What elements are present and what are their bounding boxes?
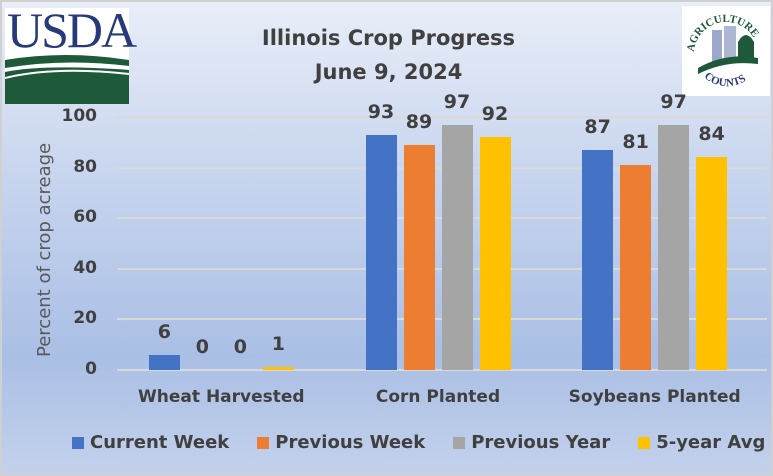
agriculture-counts-logo: AGRICULTURE COUNTS [682, 6, 770, 96]
bar-previous-year[interactable] [441, 124, 473, 370]
y-axis-label: Percent of crop acreage [34, 142, 55, 357]
data-label: 87 [584, 115, 611, 138]
gridline [117, 369, 767, 371]
usda-field-icon [5, 52, 129, 104]
legend-swatch-icon [72, 436, 84, 449]
legend-item[interactable]: 5-year Avg [638, 432, 765, 453]
y-tick-label: 40 [73, 257, 97, 278]
bar-5-year-avg[interactable] [696, 157, 728, 370]
data-label: 0 [195, 336, 209, 358]
usda-logo: USDA [5, 2, 137, 104]
bar-current-week[interactable] [365, 134, 397, 370]
bar-previous-week[interactable] [620, 165, 652, 370]
bar-current-week[interactable] [582, 149, 614, 370]
chart-subtitle: June 9, 2024 [314, 60, 463, 84]
agriculture-counts-icon: AGRICULTURE COUNTS [685, 13, 761, 89]
gridline [117, 116, 767, 118]
y-tick-label: 80 [73, 156, 97, 177]
data-label: 89 [405, 110, 433, 133]
data-label: 1 [271, 333, 285, 356]
data-label: 81 [622, 131, 649, 154]
data-label: 84 [698, 123, 725, 146]
legend-label: Current Week [90, 432, 230, 453]
data-label: 6 [157, 320, 171, 343]
data-label: 97 [660, 90, 687, 113]
y-tick-label: 100 [61, 106, 98, 126]
chart-title: Illinois Crop Progress [261, 26, 516, 50]
usda-logo-text: USDA [7, 2, 137, 58]
data-label: 93 [367, 100, 395, 123]
data-label: 0 [233, 336, 247, 358]
bar-previous-week[interactable] [403, 144, 435, 370]
legend-label: Previous Year [471, 432, 611, 453]
bar-5-year-avg[interactable] [262, 367, 294, 370]
legend-label: 5-year Avg [656, 432, 766, 453]
legend-swatch-icon [257, 436, 270, 449]
x-category-label: Wheat Harvested [138, 387, 305, 407]
legend-item[interactable]: Previous Week [257, 432, 425, 453]
data-label: 92 [481, 103, 509, 126]
legend-label: Previous Week [275, 432, 426, 453]
bar-previous-year[interactable] [658, 124, 690, 370]
x-category-label: Soybeans Planted [568, 387, 741, 407]
legend-item[interactable]: Previous Year [453, 432, 610, 453]
bar-5-year-avg[interactable] [479, 137, 511, 370]
y-tick-label: 20 [73, 308, 97, 329]
legend-item[interactable]: Current Week [72, 432, 229, 453]
x-category-label: Corn Planted [375, 387, 501, 407]
y-tick-label: 0 [85, 359, 97, 379]
y-tick-label: 60 [73, 207, 97, 228]
data-label: 97 [443, 90, 471, 113]
bar-current-week[interactable] [148, 354, 180, 370]
legend-swatch-icon [453, 436, 466, 449]
legend-swatch-icon [638, 436, 651, 449]
legend: Current Week Previous Week Previous Year 5-… [72, 432, 765, 453]
